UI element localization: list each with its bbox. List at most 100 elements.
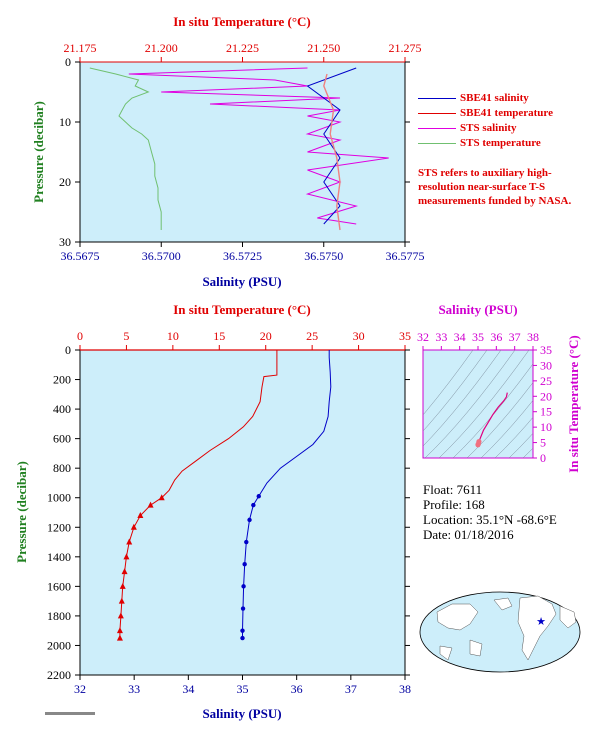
main-temp-tick-label: 25: [306, 329, 318, 343]
ts-series: [475, 392, 508, 448]
main-temp-tick-label: 5: [123, 329, 129, 343]
legend-label: STS salinity: [460, 122, 517, 134]
main-p-tick-label: 400: [53, 402, 71, 416]
sts-note: STS refers to auxiliary high-resolution …: [418, 167, 572, 207]
legend-swatch: [418, 112, 456, 114]
main-temp-tick-label: 0: [77, 329, 83, 343]
temperature-point: [137, 511, 144, 518]
world-map: ★: [419, 591, 581, 673]
main-sal-tick-label: 36: [291, 682, 303, 696]
salinity-point: [247, 517, 252, 523]
top-series-sbe41-temperature: [323, 73, 341, 231]
main-temp-tick-label: 35: [399, 329, 411, 343]
top-p-tick-label: 10: [59, 115, 71, 129]
legend-item-sbe41-temperature: SBE41 temperature: [418, 107, 553, 119]
profile-date: Date: 01/18/2016: [423, 527, 514, 542]
top-temp-tick-label: 21.250: [307, 41, 340, 55]
ts-temp-tick-label: 10: [540, 420, 552, 434]
main-sal-tick-label: 32: [74, 682, 86, 696]
main-p-tick-label: 800: [53, 461, 71, 475]
float-location-marker: ★: [536, 616, 546, 628]
map-land: [436, 595, 577, 661]
salinity-point: [256, 494, 261, 499]
density-contour: [423, 350, 474, 416]
density-contour: [494, 416, 533, 458]
main-sal-ticks: 32 33 34 35 36 37 38: [74, 675, 411, 696]
top-pressure-axis-title: Pressure (decibar): [31, 101, 46, 203]
ts-sal-tick-label: 32: [417, 330, 429, 344]
density-contour: [522, 447, 533, 458]
ts-temp-tick-label: 15: [540, 405, 552, 419]
ts-sal-tick-label: 38: [527, 330, 539, 344]
main-p-tick-label: 2200: [47, 668, 71, 682]
legend-label: SBE41 temperature: [460, 107, 553, 119]
top-sal-tick-label: 36.5750: [304, 249, 343, 263]
main-sal-tick-label: 35: [237, 682, 249, 696]
main-chart: 0 5 10 15 20 25 30 35 32 33 34 35 36 37 38 0 200 400 600…: [14, 302, 411, 721]
main-p-tick-label: 1600: [47, 579, 71, 593]
main-series: [116, 350, 332, 641]
top-p-tick-label: 30: [59, 235, 71, 249]
ts-temp-tick-label: 35: [540, 343, 552, 357]
top-sal-tick-label: 36.5700: [142, 249, 181, 263]
main-temp-tick-label: 10: [167, 329, 179, 343]
ts-temp-tick-label: 0: [540, 451, 546, 465]
legend-item-sts-temperature: STS temperature: [418, 137, 541, 149]
ts-temp-tick-label: 5: [540, 436, 546, 450]
main-temp-axis-title: In situ Temperature (°C): [173, 302, 311, 317]
legend-item-sts-salinity: STS salinity: [418, 122, 517, 134]
ts-temp-tick-label: 20: [540, 389, 552, 403]
legend-swatch: [418, 127, 456, 129]
legend-label: STS temperature: [460, 137, 541, 149]
top-p-tick-label: 20: [59, 175, 71, 189]
profile-number: Profile: 168: [423, 497, 485, 512]
main-p-tick-label: 600: [53, 432, 71, 446]
top-series: [89, 67, 389, 231]
main-p-ticks: 0 200 400 600 800 1000 1200 1400 1600 1800 2000 220…: [47, 343, 410, 682]
float-id: Float: 7611: [423, 482, 483, 497]
temperature-point: [130, 523, 137, 530]
top-series-sts-temperature: [89, 67, 162, 230]
legend-label: SBE41 salinity: [460, 92, 529, 104]
top-temp-axis-title: In situ Temperature (°C): [173, 14, 311, 29]
ts-sal-tick-label: 35: [472, 330, 484, 344]
ts-sal-tick-label: 34: [454, 330, 466, 344]
main-p-tick-label: 0: [65, 343, 71, 357]
main-sal-tick-label: 34: [182, 682, 194, 696]
salinity-point: [244, 539, 249, 545]
temperature-point: [158, 494, 165, 501]
legend-swatch: [418, 142, 456, 144]
main-temp-tick-label: 15: [213, 329, 225, 343]
main-sal-axis-title: Salinity (PSU): [202, 706, 281, 721]
main-sal-tick-label: 33: [128, 682, 140, 696]
main-p-tick-label: 1400: [47, 550, 71, 564]
float-location: Location: 35.1°N -68.6°E: [423, 512, 557, 527]
temperature-point: [116, 634, 123, 641]
temperature-point: [147, 501, 154, 508]
legend-item-sbe41-salinity: SBE41 salinity: [418, 92, 529, 104]
ts-sal-axis-title: Salinity (PSU): [438, 302, 517, 317]
temperature-point: [123, 553, 130, 560]
top-p-tick-label: 0: [65, 55, 71, 69]
salinity-point: [240, 606, 246, 611]
temperature-point: [126, 538, 133, 545]
ts-density-contours: [423, 350, 533, 458]
ts-temp-tick-label: 30: [540, 358, 552, 372]
top-sal-ticks: 36.5675 36.5700 36.5725 36.5750 36.5775: [61, 242, 425, 263]
density-contour: [423, 350, 488, 432]
salinity-point: [240, 635, 245, 641]
top-series-sts-salinity: [128, 67, 389, 225]
top-p-ticks: 0 10 20 30: [59, 55, 410, 249]
ts-sal-tick-label: 37: [509, 330, 521, 344]
legend-swatch: [418, 97, 456, 99]
ts-sal-tick-label: 36: [490, 330, 502, 344]
top-sal-axis-title: Salinity (PSU): [202, 274, 281, 289]
density-contour: [424, 350, 516, 458]
ts-point: [476, 439, 482, 445]
salinity-point: [242, 562, 247, 567]
temperature-point: [117, 612, 124, 619]
top-chart: 21.175 21.200 21.225 21.250 21.275 36.5675 36…: [31, 14, 425, 289]
